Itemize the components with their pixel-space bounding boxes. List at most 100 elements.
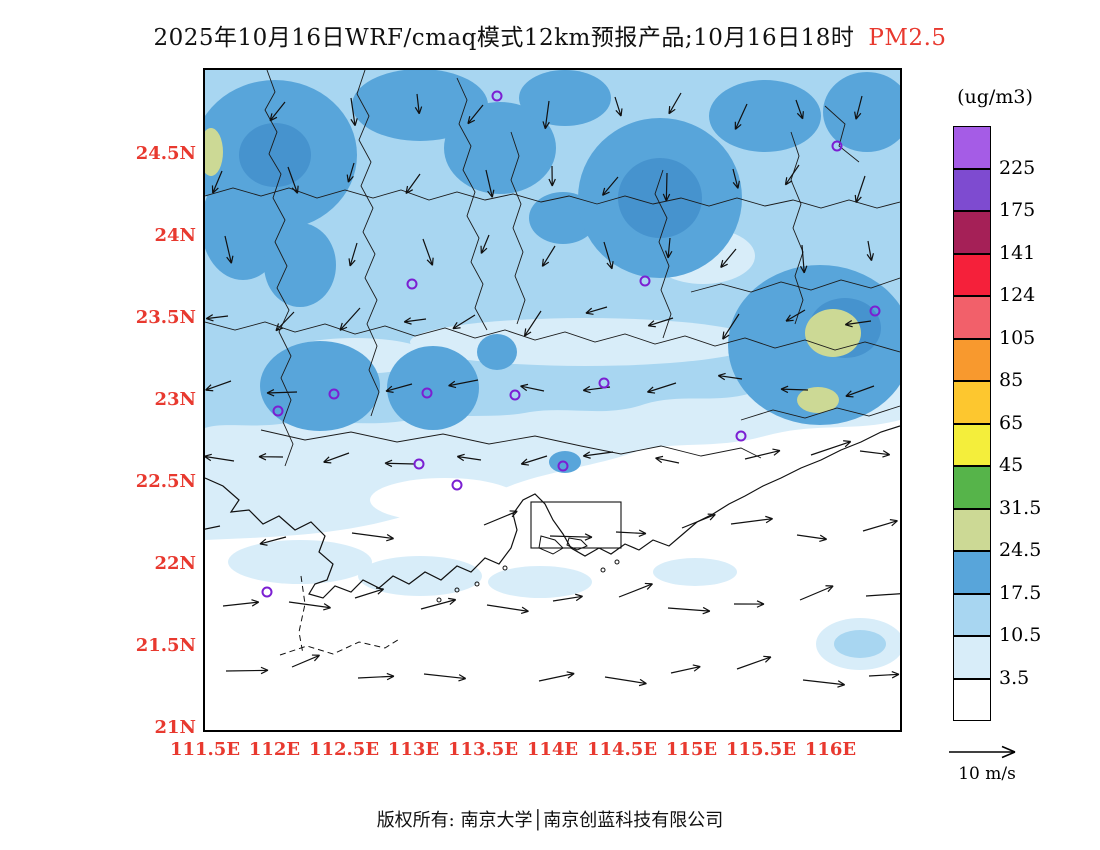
colorbar-cell <box>953 296 991 339</box>
wind-arrow <box>854 95 863 120</box>
colorbar-tick-label: 85 <box>999 369 1024 391</box>
wind-arrow <box>456 453 482 462</box>
station-marker <box>831 140 843 152</box>
wind-arrow <box>541 245 556 267</box>
wind-arrow <box>730 515 773 525</box>
colorbar-cell <box>953 126 991 169</box>
colorbar-cell <box>953 168 991 211</box>
wind-arrow <box>854 175 866 203</box>
contour-fill-layer <box>205 70 900 670</box>
wind-reference-arrow <box>949 745 1016 759</box>
colorbar-cell <box>953 466 991 509</box>
wind-arrow <box>604 676 647 687</box>
wind-arrow <box>785 309 806 322</box>
colorbar-cell <box>953 551 991 594</box>
colorbar-tick-label: 24.5 <box>999 539 1042 561</box>
wind-arrow <box>288 601 331 611</box>
wind-arrow <box>784 164 800 186</box>
wind-arrow <box>799 585 834 601</box>
wind-arrow <box>582 451 614 459</box>
wind-arrow <box>354 587 385 599</box>
colorbar-tick-label: 141 <box>999 241 1036 264</box>
colorbar-tick-label: 105 <box>999 326 1036 349</box>
wind-arrow <box>211 170 223 194</box>
wind-arrow <box>520 383 545 392</box>
colorbar-tick-label: 65 <box>999 411 1024 434</box>
lat-tick-label: 21N <box>154 717 196 738</box>
coastline <box>205 425 900 656</box>
wind-arrow <box>523 310 542 337</box>
admin-boundaries <box>205 70 900 467</box>
colorbar-tick-label: 3.5 <box>999 666 1030 689</box>
colorbar-cell <box>953 636 991 679</box>
station-marker <box>491 90 503 102</box>
colorbar-tick-label: 225 <box>999 156 1036 179</box>
wind-arrow <box>662 172 671 202</box>
wind-arrow <box>483 510 518 526</box>
colorbar-tick-label: 175 <box>999 199 1036 221</box>
lat-tick-label: 24.5N <box>135 143 196 164</box>
wind-arrow <box>734 103 748 130</box>
wind-arrow <box>859 450 891 458</box>
wind-arrow <box>585 306 608 315</box>
wind-arrow <box>845 385 875 398</box>
lon-tick-label: 114E <box>526 739 579 760</box>
station-marker <box>406 278 418 290</box>
wind-arrow <box>667 606 711 615</box>
wind-arrow <box>405 173 421 195</box>
lat-tick-label: 22N <box>154 553 196 574</box>
colorbar-tick-label: 31.5 <box>999 496 1042 519</box>
wind-arrow <box>810 440 852 456</box>
wind-arrow <box>795 99 804 120</box>
station-marker <box>328 388 340 400</box>
wind-arrow <box>291 654 321 668</box>
wind-arrow <box>357 672 395 681</box>
wind-arrow <box>647 382 677 394</box>
colorbar-units-label: (ug/m3) <box>957 86 1033 108</box>
wind-arrow <box>549 533 593 541</box>
wind-arrow <box>732 168 740 189</box>
maritime-dashed-boundary-2 <box>298 575 306 655</box>
wind-arrow <box>722 313 740 340</box>
wind-arrow <box>681 513 716 529</box>
wind-arrow <box>423 673 467 682</box>
wind-arrow <box>350 97 358 127</box>
lon-tick-label: 113E <box>387 739 440 760</box>
wind-arrow <box>346 162 355 183</box>
wind-arrow <box>486 604 529 615</box>
wind-arrow <box>258 453 284 461</box>
colorbar-tick-label: 17.5 <box>999 581 1042 604</box>
wind-arrow <box>780 385 809 394</box>
station-marker <box>451 479 463 491</box>
wind-arrow <box>422 238 434 266</box>
station-marker <box>261 586 273 598</box>
maritime-dashed-boundary <box>279 637 402 656</box>
wind-arrow <box>865 589 900 598</box>
wind-vectors-layer <box>205 92 900 688</box>
wind-arrow <box>601 176 619 196</box>
wind-arrow <box>862 519 898 532</box>
page-title: 2025年10月16日WRF/cmaq模式12km预报产品;10月16日18时 P… <box>0 18 1100 52</box>
colorbar-cell <box>953 253 991 296</box>
wind-arrow <box>385 383 413 393</box>
wind-arrow <box>548 165 556 187</box>
wind-arrow <box>351 532 394 542</box>
wind-arrow <box>615 529 647 537</box>
wind-arrow <box>275 311 295 332</box>
colorbar-cell <box>953 338 991 381</box>
station-marker <box>735 430 747 442</box>
station-markers-layer <box>261 90 881 598</box>
lat-tick-label: 24N <box>154 225 196 246</box>
wind-arrow <box>222 599 260 607</box>
colorbar-cell <box>953 211 991 254</box>
lon-tick-label: 115.5E <box>725 739 797 760</box>
wind-reference-label: 10 m/s <box>958 764 1016 784</box>
station-marker <box>869 305 881 317</box>
wind-arrow <box>603 241 614 270</box>
wind-arrow <box>552 593 583 602</box>
wind-arrow <box>266 389 298 397</box>
wind-arrow <box>868 670 900 679</box>
wind-arrow <box>205 525 221 534</box>
wind-arrow <box>670 664 701 674</box>
